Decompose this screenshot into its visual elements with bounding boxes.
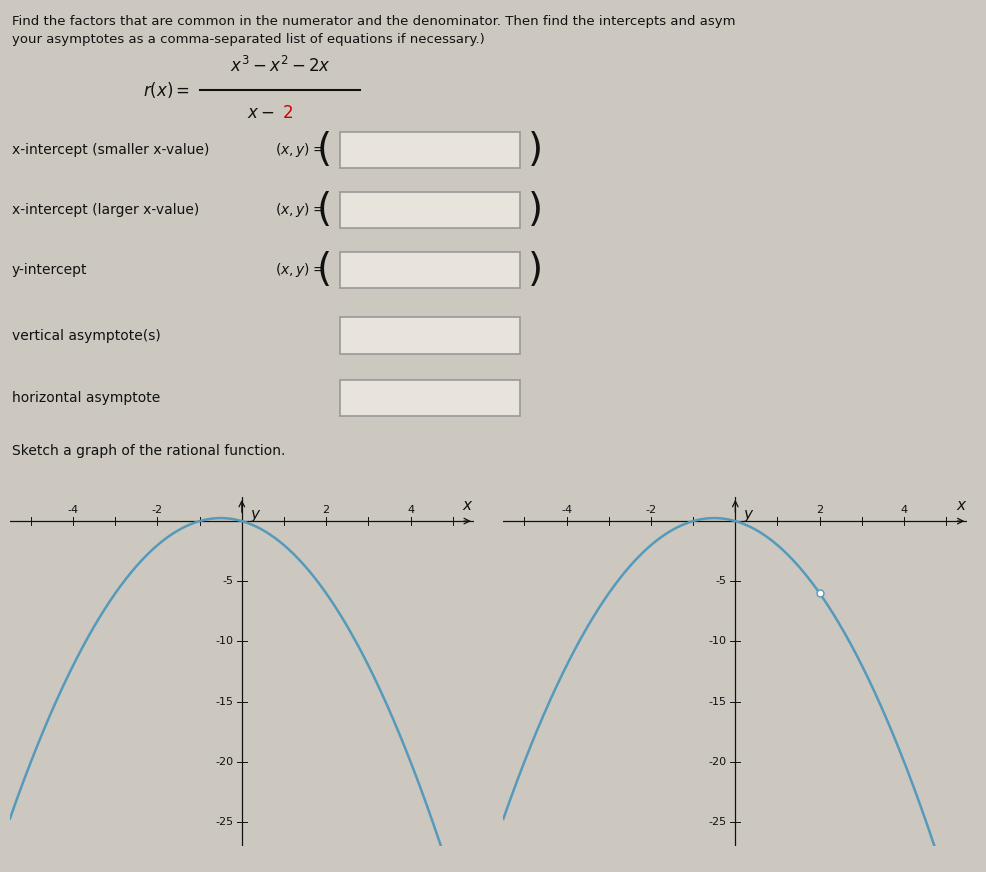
- Text: (: (: [317, 191, 331, 229]
- Text: -10: -10: [215, 637, 233, 646]
- Text: (: (: [317, 131, 331, 169]
- FancyBboxPatch shape: [339, 252, 520, 289]
- Text: -4: -4: [67, 505, 79, 515]
- Text: $(x, y) =$: $(x, y) =$: [275, 201, 323, 220]
- Text: x-intercept (smaller x-value): x-intercept (smaller x-value): [12, 143, 209, 157]
- FancyBboxPatch shape: [339, 133, 520, 168]
- Text: Find the factors that are common in the numerator and the denominator. Then find: Find the factors that are common in the …: [12, 15, 735, 28]
- Text: -25: -25: [215, 817, 233, 827]
- Text: your asymptotes as a comma-separated list of equations if necessary.): your asymptotes as a comma-separated lis…: [12, 33, 484, 46]
- FancyBboxPatch shape: [339, 317, 520, 353]
- Text: y: y: [250, 507, 259, 521]
- Text: y: y: [743, 507, 752, 521]
- Text: -4: -4: [560, 505, 572, 515]
- Text: (: (: [317, 251, 331, 290]
- Text: -15: -15: [215, 697, 233, 706]
- Text: ): ): [528, 131, 542, 169]
- Text: 4: 4: [406, 505, 414, 515]
- Text: $(x, y) =$: $(x, y) =$: [275, 262, 323, 279]
- Text: ): ): [528, 251, 542, 290]
- Text: ): ): [528, 191, 542, 229]
- Text: -20: -20: [215, 757, 233, 766]
- Text: y-intercept: y-intercept: [12, 263, 88, 277]
- Text: x-intercept (larger x-value): x-intercept (larger x-value): [12, 203, 199, 217]
- Text: $x - $: $x - $: [247, 104, 275, 122]
- Text: $(x, y) =$: $(x, y) =$: [275, 141, 323, 160]
- Text: horizontal asymptote: horizontal asymptote: [12, 391, 160, 405]
- Text: -2: -2: [152, 505, 163, 515]
- Text: -5: -5: [715, 576, 726, 586]
- Text: -15: -15: [708, 697, 726, 706]
- Text: 2: 2: [322, 505, 329, 515]
- FancyBboxPatch shape: [339, 379, 520, 416]
- Text: -5: -5: [222, 576, 233, 586]
- Text: Sketch a graph of the rational function.: Sketch a graph of the rational function.: [12, 444, 285, 458]
- Text: vertical asymptote(s): vertical asymptote(s): [12, 329, 161, 343]
- Text: x: x: [955, 498, 964, 513]
- Text: $r(x) =$: $r(x) =$: [143, 80, 190, 100]
- Text: -25: -25: [708, 817, 726, 827]
- Text: $x^3 - x^2 - 2x$: $x^3 - x^2 - 2x$: [230, 56, 330, 76]
- Text: $2$: $2$: [282, 104, 293, 122]
- Text: -20: -20: [708, 757, 726, 766]
- FancyBboxPatch shape: [339, 193, 520, 228]
- Text: 2: 2: [815, 505, 822, 515]
- Text: -2: -2: [645, 505, 656, 515]
- Text: -10: -10: [708, 637, 726, 646]
- Text: x: x: [462, 498, 471, 513]
- Text: 4: 4: [899, 505, 907, 515]
